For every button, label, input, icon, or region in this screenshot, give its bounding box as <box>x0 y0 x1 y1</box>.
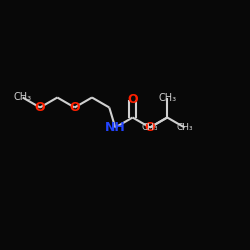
Text: CH₃: CH₃ <box>176 123 193 132</box>
Text: NH: NH <box>105 121 126 134</box>
Text: CH₃: CH₃ <box>142 123 158 132</box>
Text: O: O <box>127 93 138 106</box>
Text: CH₃: CH₃ <box>158 92 176 102</box>
Text: O: O <box>69 101 80 114</box>
Text: CH₃: CH₃ <box>14 92 32 102</box>
Text: O: O <box>35 101 45 114</box>
Text: O: O <box>144 121 155 134</box>
